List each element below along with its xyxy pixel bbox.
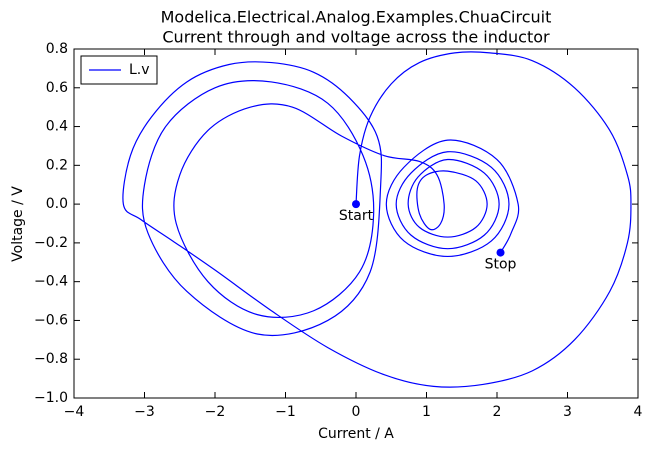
x-tick-label: −2 bbox=[205, 404, 226, 420]
line bbox=[122, 51, 632, 388]
x-tick-label: 4 bbox=[634, 404, 643, 420]
y-axis-label: Voltage / V bbox=[10, 186, 26, 262]
annotation: Start bbox=[339, 208, 374, 224]
x-tick-label: 1 bbox=[422, 404, 431, 420]
y-tick-label: 0.4 bbox=[46, 119, 68, 135]
y-tick-label: 0.8 bbox=[46, 41, 68, 57]
y-tick-label: −1.0 bbox=[34, 390, 68, 406]
x-tick-label: −3 bbox=[134, 404, 155, 420]
y-tick-label: −0.2 bbox=[34, 235, 68, 251]
y-tick-label: −0.8 bbox=[34, 351, 68, 367]
legend-label: L.v bbox=[129, 62, 150, 78]
annotation-marker bbox=[496, 248, 505, 257]
y-tick-label: 0.2 bbox=[46, 157, 68, 173]
plot-frame bbox=[73, 48, 639, 399]
x-tick-label: −1 bbox=[275, 404, 296, 420]
chart-title: Modelica.Electrical.Analog.Examples.Chua… bbox=[161, 8, 552, 27]
y-tick-label: −0.6 bbox=[34, 312, 68, 328]
y-tick-label: 0.6 bbox=[46, 80, 68, 96]
x-tick-label: 3 bbox=[563, 404, 572, 420]
y-tick-label: −0.4 bbox=[34, 274, 68, 290]
x-tick-label: −4 bbox=[64, 404, 85, 420]
x-tick-label: 2 bbox=[493, 404, 502, 420]
x-tick-label: 0 bbox=[352, 404, 361, 420]
chart-subtitle: Current through and voltage across the i… bbox=[162, 28, 550, 47]
annotation: Stop bbox=[485, 257, 517, 273]
x-axis-label: Current / A bbox=[318, 426, 394, 442]
annotation-marker bbox=[352, 200, 360, 209]
y-tick-label: 0.0 bbox=[46, 196, 68, 212]
